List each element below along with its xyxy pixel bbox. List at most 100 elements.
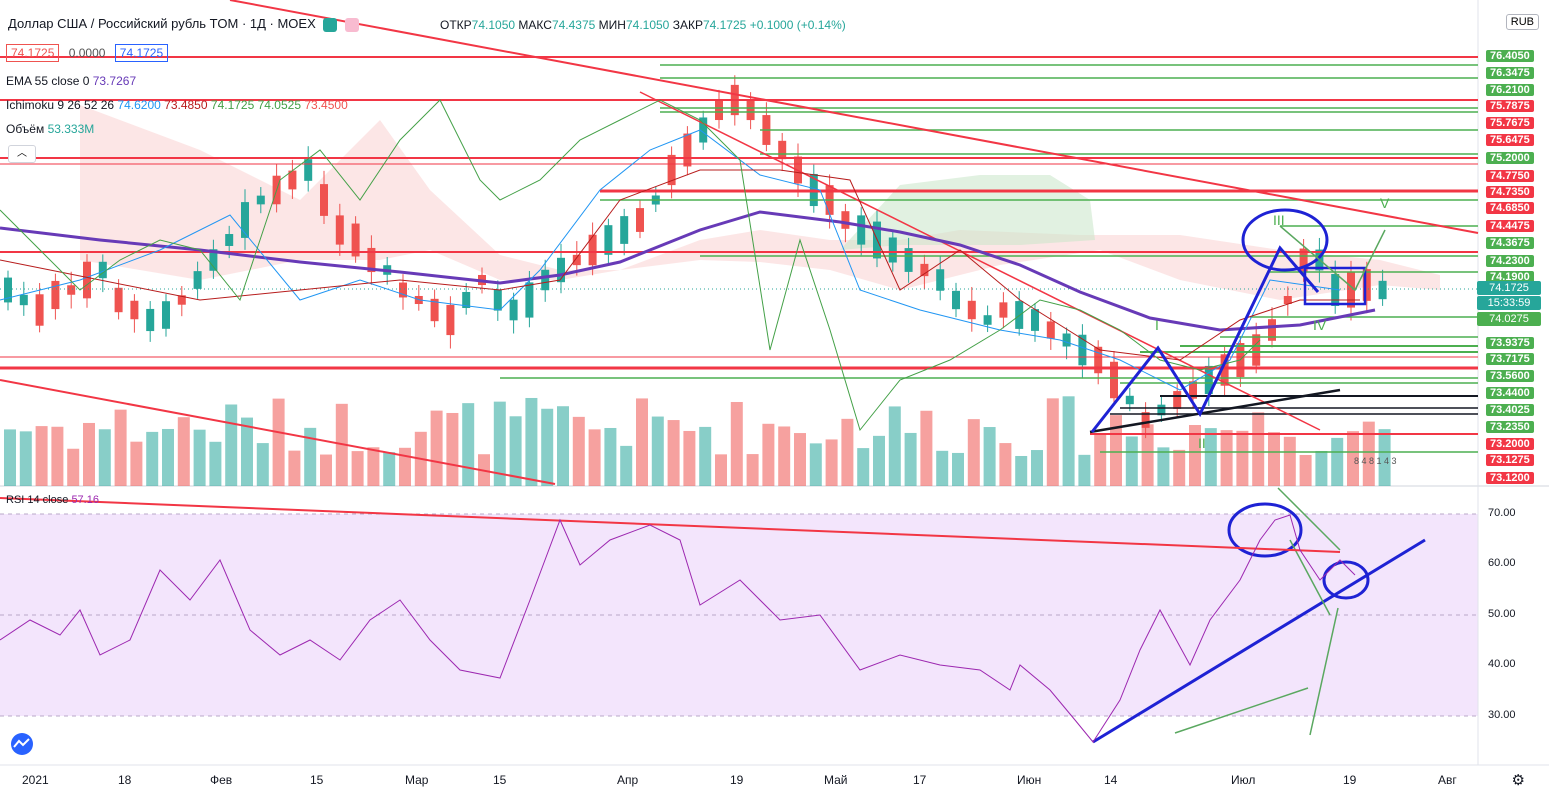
volume-bar (1268, 432, 1280, 486)
price-axis-label: 74.7350 (1486, 186, 1534, 198)
candle-body (1268, 319, 1276, 341)
volume-bar (1252, 412, 1265, 486)
volume-bar (19, 431, 32, 486)
green-annotations: V IV I II III (1155, 195, 1390, 736)
volume-bar (399, 447, 411, 486)
candle-body (936, 269, 945, 291)
volume-bar (572, 416, 585, 486)
volume-bar (446, 412, 459, 486)
volume-bar (604, 427, 617, 486)
volume-legend[interactable]: Объём 53.333M (6, 122, 95, 136)
time-axis-label: 19 (1343, 773, 1357, 787)
volume-bar (272, 398, 285, 486)
horizontal-levels (0, 56, 1478, 453)
symbol-name[interactable]: Доллар США / Российский рубль TOM · 1Д ·… (8, 16, 316, 31)
candle-body (288, 170, 297, 190)
volume-bar (667, 420, 680, 486)
svg-text:I: I (1155, 317, 1159, 333)
candle-body (67, 285, 76, 295)
volume-bar (462, 403, 475, 486)
volume-bar (1141, 424, 1154, 486)
collapse-arrows-icon[interactable]: ︿ (8, 145, 36, 163)
ema-legend[interactable]: EMA 55 close 0 73.7267 (6, 74, 137, 88)
candle-body (509, 299, 518, 321)
trend-line-support (1089, 388, 1341, 434)
price-boxes: 74.1725 0.0000 74.1725 (6, 44, 174, 62)
volume-bar (920, 410, 933, 486)
candle-body (146, 308, 155, 332)
rsi-axis-label: 50.00 (1488, 608, 1516, 620)
candle-body (209, 249, 218, 271)
ichimoku-legend[interactable]: Ichimoku 9 26 52 26 74.6200 73.4850 74.1… (6, 98, 348, 112)
candle-body (525, 282, 534, 318)
volume-bar (1078, 454, 1091, 486)
candle-body (19, 294, 28, 306)
volume-bar (999, 443, 1012, 486)
candle-body (446, 304, 455, 336)
volume-bar (83, 422, 95, 486)
ohlc-legend: ОТКР74.1050 МАКС74.4375 МИН74.1050 ЗАКР7… (440, 18, 846, 32)
price-axis-label: 73.1200 (1486, 472, 1534, 484)
time-axis-label: Май (824, 773, 848, 787)
volume-bar (525, 397, 538, 486)
price-axis-label: 74.1900 (1486, 271, 1534, 283)
candle-body (399, 282, 407, 298)
approx-icon (345, 17, 360, 32)
svg-text:IV: IV (1313, 317, 1327, 333)
volume-bar (304, 427, 317, 486)
candle-body (588, 234, 597, 266)
candle-body (256, 195, 265, 205)
volume-bar (1362, 421, 1375, 486)
volume-bar (699, 426, 712, 486)
candle-body (462, 291, 471, 309)
volume-bar (430, 410, 443, 486)
volume-bar (1378, 429, 1391, 486)
rsi-axis-label: 40.00 (1488, 658, 1516, 670)
currency-button[interactable]: RUB (1505, 14, 1539, 30)
candle-body (983, 315, 992, 325)
settings-gear-icon[interactable]: ⚙ (1511, 772, 1525, 789)
candles (4, 75, 1387, 439)
volume-bar (193, 429, 206, 486)
candle-body (351, 223, 360, 257)
volume-bar (825, 439, 838, 486)
candle-body (1078, 334, 1087, 366)
bid-box[interactable]: 74.1725 (6, 44, 60, 62)
candle-body (1062, 333, 1071, 347)
price-axis-label: 74.6850 (1486, 202, 1534, 214)
rsi-legend[interactable]: RSI 14 close 57.16 (6, 494, 99, 506)
volume-bar (241, 417, 253, 486)
ask-box[interactable]: 74.1725 (114, 44, 169, 62)
ema-55-line (0, 210, 1376, 332)
candle-body (1189, 381, 1197, 399)
candle-body (1347, 272, 1355, 308)
volume-bar (1046, 398, 1059, 486)
volume-counter: 8 4 8 1 4 3 (1354, 456, 1397, 466)
time-axis-label: 14 (1104, 773, 1118, 787)
volume-bar (1125, 436, 1138, 486)
volume-bar (636, 398, 648, 486)
candle-body (699, 117, 708, 143)
volume-bar (1315, 450, 1328, 486)
candle-body (1283, 295, 1292, 305)
symbol-title[interactable]: Доллар США / Российский рубль TOM · 1Д ·… (8, 16, 360, 32)
candle-body (778, 140, 787, 160)
volume-bar (146, 431, 159, 486)
candle-body (367, 247, 376, 273)
tradingview-logo-icon[interactable] (8, 733, 36, 755)
volume-bar (51, 426, 64, 486)
volume-bar (383, 452, 396, 486)
ichimoku-cloud-green (840, 175, 1095, 250)
volume-bar (730, 401, 743, 486)
candle-body (715, 99, 723, 121)
candle-body (841, 211, 850, 229)
volume-bar (1062, 396, 1075, 486)
candle-body (1031, 309, 1039, 331)
volume-bar (114, 409, 127, 486)
volume-bar (841, 418, 854, 486)
time-axis-label: 17 (913, 773, 927, 787)
candle-body (1094, 346, 1103, 374)
candle-body (1110, 361, 1118, 399)
volume-bar (320, 454, 332, 486)
